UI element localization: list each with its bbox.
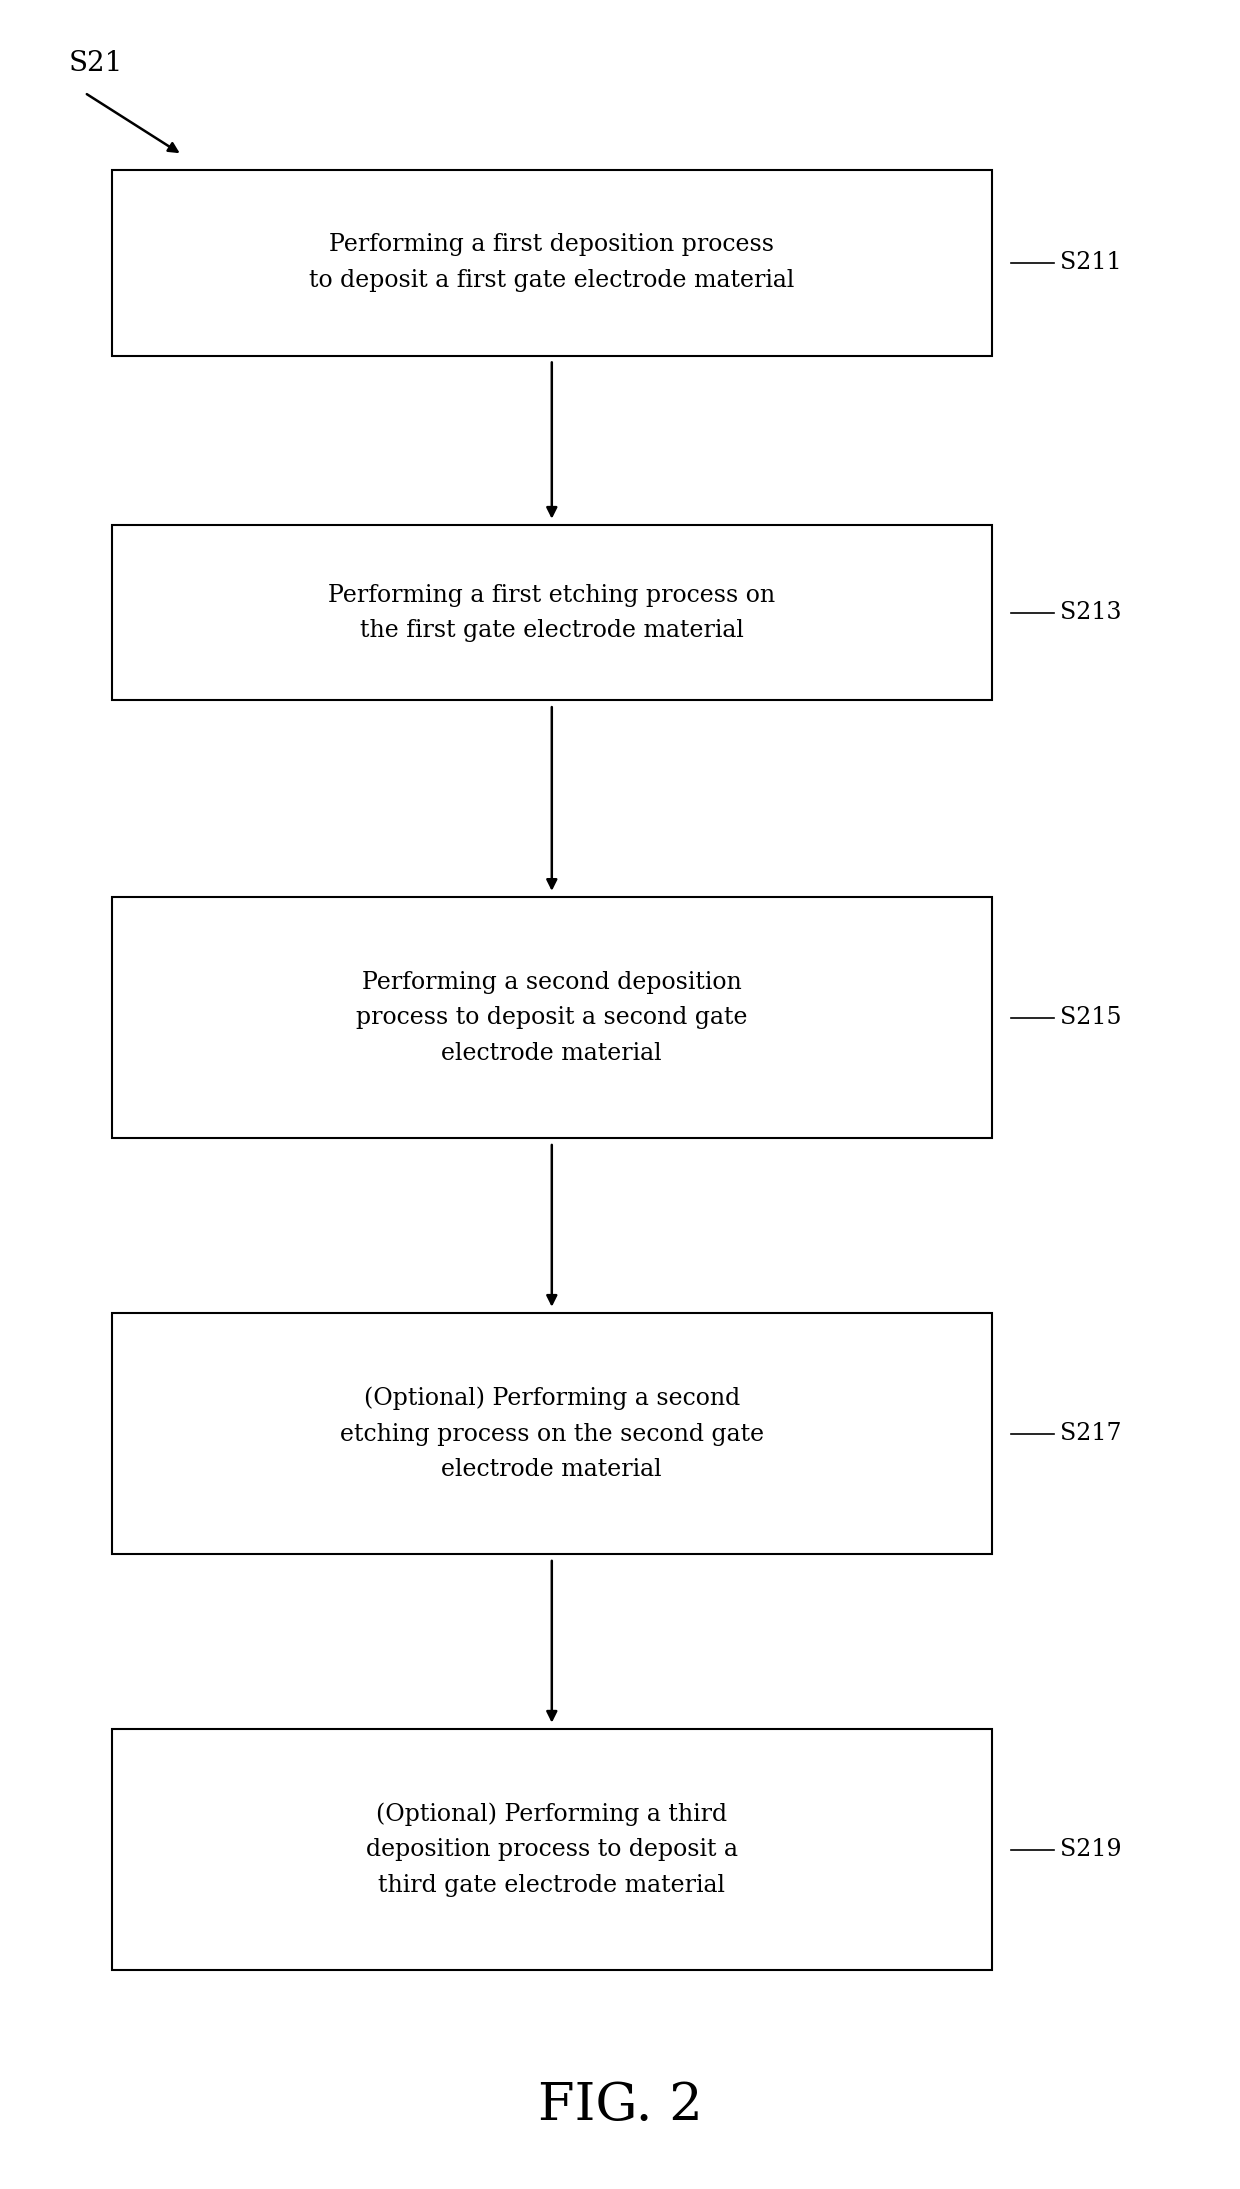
Text: S215: S215: [1060, 1007, 1122, 1029]
Bar: [112, 171, 992, 355]
Text: S213: S213: [1060, 602, 1122, 624]
Bar: [112, 1729, 992, 1970]
Bar: [112, 897, 992, 1138]
Text: (Optional) Performing a third
deposition process to deposit a
third gate electro: (Optional) Performing a third deposition…: [366, 1802, 738, 1898]
Text: (Optional) Performing a second
etching process on the second gate
electrode mate: (Optional) Performing a second etching p…: [340, 1386, 764, 1482]
Text: Performing a first etching process on
the first gate electrode material: Performing a first etching process on th…: [329, 584, 775, 641]
Text: S21: S21: [68, 50, 123, 77]
Text: S211: S211: [1060, 252, 1122, 274]
Bar: [112, 1313, 992, 1554]
Text: Performing a second deposition
process to deposit a second gate
electrode materi: Performing a second deposition process t…: [356, 970, 748, 1066]
Text: S217: S217: [1060, 1423, 1122, 1445]
Text: FIG. 2: FIG. 2: [538, 2080, 702, 2132]
Bar: [112, 525, 992, 700]
Text: Performing a first deposition process
to deposit a first gate electrode material: Performing a first deposition process to…: [309, 234, 795, 291]
Text: S219: S219: [1060, 1839, 1122, 1861]
